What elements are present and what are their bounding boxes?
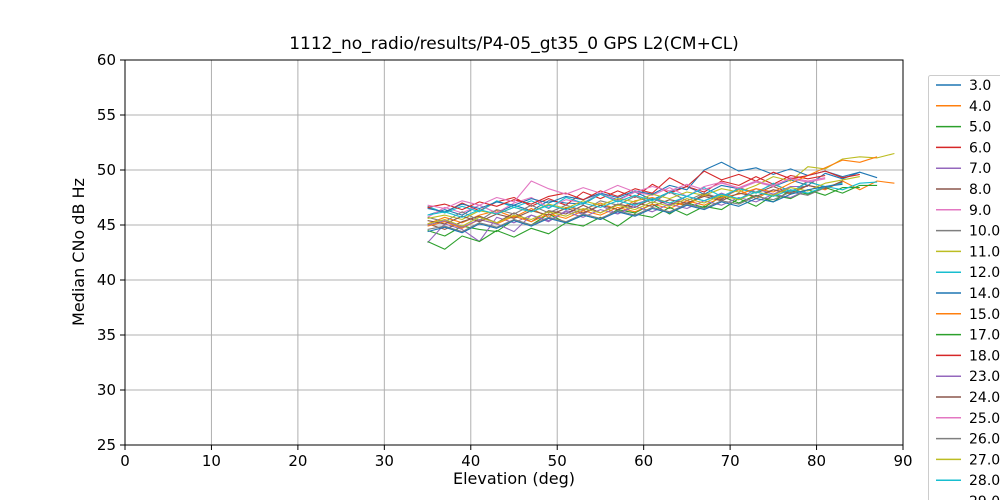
legend-label-12.0: 12.0 bbox=[969, 265, 1000, 281]
legend-entry-29.0: 29.0 bbox=[969, 494, 1000, 500]
y-tick-label-25: 25 bbox=[97, 436, 116, 454]
x-tick-label-90: 90 bbox=[893, 452, 912, 470]
legend-entry-15.0: 15.0 bbox=[936, 307, 1000, 323]
legend-entry-12.0: 12.0 bbox=[936, 265, 1000, 281]
series-line-14.0 bbox=[427, 161, 860, 213]
series-line-3.0 bbox=[427, 171, 878, 216]
legend-entry-27.0: 27.0 bbox=[936, 452, 1000, 468]
legend-label-8.0: 8.0 bbox=[969, 182, 991, 198]
y-tick-label-60: 60 bbox=[97, 51, 116, 69]
legend-label-26.0: 26.0 bbox=[969, 432, 1000, 448]
legend-entry-8.0: 8.0 bbox=[936, 182, 991, 198]
legend-label-15.0: 15.0 bbox=[969, 307, 1000, 323]
x-tick-label-20: 20 bbox=[288, 452, 307, 470]
legend-entry-26.0: 26.0 bbox=[936, 432, 1000, 448]
y-tick-label-45: 45 bbox=[97, 216, 116, 234]
legend-entry-3.0: 3.0 bbox=[936, 78, 991, 94]
legend-label-11.0: 11.0 bbox=[969, 244, 1000, 260]
legend-entry-25.0: 25.0 bbox=[936, 411, 1000, 427]
x-tick-label-50: 50 bbox=[548, 452, 567, 470]
legend-entry-17.0: 17.0 bbox=[936, 328, 1000, 344]
y-axis-label: Median CNo dB Hz bbox=[69, 178, 88, 326]
legend-label-14.0: 14.0 bbox=[969, 286, 1000, 302]
legend-label-23.0: 23.0 bbox=[969, 369, 1000, 385]
y-tick-label-55: 55 bbox=[97, 106, 116, 124]
series-line-17.0 bbox=[427, 187, 860, 250]
legend-label-25.0: 25.0 bbox=[969, 411, 1000, 427]
axis-ticks: 0 10 20 30 40 50 60 70 80 90 25 30 35 40 45 50 55 60 bbox=[97, 51, 913, 470]
y-tick-label-50: 50 bbox=[97, 161, 116, 179]
legend-entry-4.0: 4.0 bbox=[936, 99, 991, 115]
legend-box bbox=[928, 75, 1000, 500]
plot-border bbox=[124, 59, 904, 446]
x-tick-label-30: 30 bbox=[375, 452, 394, 470]
y-tick-label-30: 30 bbox=[97, 381, 116, 399]
legend-entry-18.0: 18.0 bbox=[936, 348, 1000, 364]
legend-label-18.0: 18.0 bbox=[969, 348, 1000, 364]
legend-entry-23.0: 23.0 bbox=[936, 369, 1000, 385]
x-tick-label-10: 10 bbox=[202, 452, 221, 470]
legend-entry-28.0: 28.0 bbox=[936, 473, 1000, 489]
legend-entry-6.0: 6.0 bbox=[936, 140, 991, 156]
series-line-29.0 bbox=[427, 183, 843, 234]
x-tick-label-40: 40 bbox=[461, 452, 480, 470]
legend-label-4.0: 4.0 bbox=[969, 99, 991, 115]
legend-label-5.0: 5.0 bbox=[969, 120, 991, 136]
legend-label-3.0: 3.0 bbox=[969, 78, 991, 94]
series-line-15.0 bbox=[427, 156, 878, 229]
y-tick-label-35: 35 bbox=[97, 326, 116, 344]
series-line-26.0 bbox=[427, 187, 826, 233]
x-tick-label-70: 70 bbox=[721, 452, 740, 470]
legend-label-7.0: 7.0 bbox=[969, 161, 991, 177]
legend-label-17.0: 17.0 bbox=[969, 328, 1000, 344]
legend-label-24.0: 24.0 bbox=[969, 390, 1000, 406]
y-tick-label-40: 40 bbox=[97, 271, 116, 289]
x-tick-label-0: 0 bbox=[120, 452, 130, 470]
legend-label-29.0: 29.0 bbox=[969, 494, 1000, 500]
series-line-25.0 bbox=[427, 178, 826, 210]
chart-title: 1112_no_radio/results/P4-05_gt35_0 GPS L… bbox=[289, 34, 739, 54]
x-axis-label: Elevation (deg) bbox=[453, 469, 575, 488]
legend-entry-7.0: 7.0 bbox=[936, 161, 991, 177]
legend-entry-9.0: 9.0 bbox=[936, 203, 991, 219]
legend: 3.0 4.0 5.0 6.0 7.0 8.0 9.0 10.0 11.0 12.0 14.0 15.… bbox=[928, 75, 1000, 500]
series-line-23.0 bbox=[427, 189, 809, 233]
x-tick-label-60: 60 bbox=[634, 452, 653, 470]
legend-label-27.0: 27.0 bbox=[969, 452, 1000, 468]
legend-label-10.0: 10.0 bbox=[969, 224, 1000, 240]
series-line-28.0 bbox=[427, 181, 878, 218]
series-line-18.0 bbox=[427, 170, 860, 211]
legend-label-6.0: 6.0 bbox=[969, 140, 991, 156]
legend-entry-24.0: 24.0 bbox=[936, 390, 1000, 406]
legend-label-9.0: 9.0 bbox=[969, 203, 991, 219]
x-tick-label-80: 80 bbox=[807, 452, 826, 470]
legend-entry-10.0: 10.0 bbox=[936, 224, 1000, 240]
series-line-27.0 bbox=[427, 176, 860, 227]
series-lines bbox=[427, 152, 895, 250]
legend-label-28.0: 28.0 bbox=[969, 473, 1000, 489]
legend-entry-11.0: 11.0 bbox=[936, 244, 1000, 260]
plot-area bbox=[125, 60, 903, 445]
legend-entry-14.0: 14.0 bbox=[936, 286, 1000, 302]
series-line-12.0 bbox=[427, 181, 843, 214]
legend-entry-5.0: 5.0 bbox=[936, 120, 991, 136]
